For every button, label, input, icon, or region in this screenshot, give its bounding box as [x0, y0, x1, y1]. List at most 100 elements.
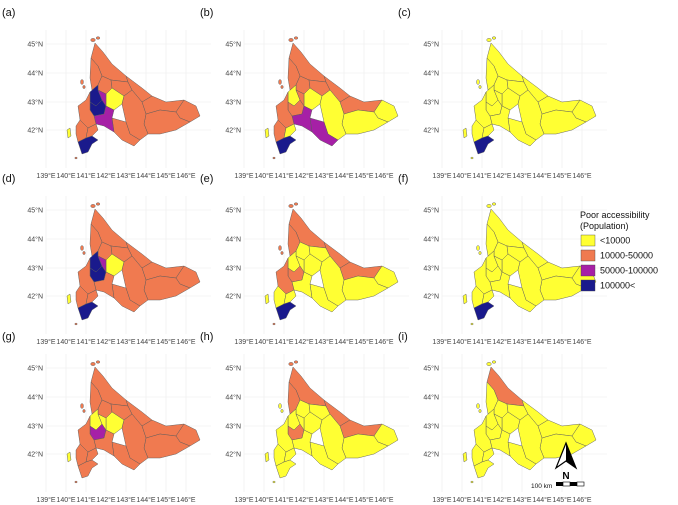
- islet: [74, 480, 78, 484]
- x-tick-label: 146°E: [374, 496, 393, 504]
- scale-bar: 100 km: [531, 481, 585, 490]
- map-panel: 139°E 140°E 141°E 142°E 143°E 144°E 145°E 146°E…: [2, 173, 211, 346]
- x-tick-label: 144°E: [136, 338, 155, 346]
- islet: [278, 79, 282, 85]
- x-tick-label: 142°E: [294, 496, 313, 504]
- map-panel: 139°E 140°E 141°E 142°E 143°E 144°E 145°E 146°E…: [2, 7, 211, 180]
- region-iburi: [93, 429, 115, 457]
- y-tick-label: 44°N: [225, 236, 241, 244]
- islet: [80, 245, 84, 251]
- y-tick-label: 42°N: [423, 127, 439, 135]
- panel-label: (h): [200, 331, 213, 343]
- scale-bar-segment: [576, 481, 585, 487]
- islet: [74, 322, 78, 326]
- region-iburi: [489, 429, 511, 457]
- x-tick-label: 142°E: [96, 338, 115, 346]
- x-tick-label: 140°E: [56, 496, 75, 504]
- y-tick-label: 42°N: [225, 127, 241, 135]
- islet: [293, 360, 299, 364]
- x-tick-label: 139°E: [234, 172, 253, 180]
- y-tick-label: 45°N: [225, 41, 241, 49]
- y-tick-label: 42°N: [225, 451, 241, 459]
- region-hidaka: [309, 283, 339, 313]
- y-tick-label: 44°N: [27, 236, 43, 244]
- x-tick-label: 144°E: [532, 172, 551, 180]
- panel-label: (e): [200, 173, 213, 185]
- islet: [478, 85, 482, 89]
- y-tick-label: 42°N: [27, 293, 43, 301]
- y-tick-label: 45°N: [27, 41, 43, 49]
- panel-label: (a): [2, 7, 15, 19]
- y-tick-label: 43°N: [423, 423, 439, 431]
- y-tick-label: 45°N: [27, 365, 43, 373]
- region-hidaka: [507, 117, 537, 147]
- region-hakodate: [77, 301, 99, 321]
- panel-label: (c): [398, 7, 411, 19]
- map-panel: 139°E 140°E 141°E 142°E 143°E 144°E 145°E 146°E…: [200, 331, 409, 504]
- legend-swatch-50000-100000: [580, 264, 596, 277]
- north-arrow-letter: N: [562, 471, 569, 482]
- legend: Poor accessibility (Population) <10000 1…: [580, 210, 658, 292]
- x-tick-label: 144°E: [334, 496, 353, 504]
- region-hakodate: [473, 301, 495, 321]
- islet: [491, 360, 497, 364]
- islet: [272, 156, 276, 160]
- x-tick-label: 140°E: [56, 172, 75, 180]
- y-tick-label: 45°N: [423, 41, 439, 49]
- y-tick-label: 44°N: [423, 70, 439, 78]
- map-panel: 139°E 140°E 141°E 142°E 143°E 144°E 145°E 146°E…: [398, 331, 607, 504]
- x-tick-label: 144°E: [532, 338, 551, 346]
- y-tick-label: 42°N: [27, 451, 43, 459]
- region-iburi: [291, 271, 313, 299]
- x-tick-label: 145°E: [354, 338, 373, 346]
- region-iburi: [93, 105, 115, 133]
- x-tick-label: 139°E: [432, 172, 451, 180]
- islet: [491, 202, 497, 206]
- x-tick-label: 142°E: [294, 172, 313, 180]
- region-hidaka: [111, 117, 141, 147]
- region-hidaka: [309, 117, 339, 147]
- region-okushiri: [462, 127, 468, 139]
- islet: [280, 85, 284, 89]
- y-tick-label: 43°N: [27, 423, 43, 431]
- x-tick-label: 146°E: [572, 172, 591, 180]
- x-tick-label: 141°E: [274, 496, 293, 504]
- islet: [491, 36, 497, 40]
- islet: [478, 251, 482, 255]
- region-hidaka: [507, 283, 537, 313]
- y-tick-label: 45°N: [423, 365, 439, 373]
- legend-title-line1: Poor accessibility: [580, 210, 650, 220]
- panel-label: (b): [200, 7, 213, 19]
- islet: [90, 362, 96, 366]
- islet: [272, 480, 276, 484]
- y-tick-label: 42°N: [423, 293, 439, 301]
- x-tick-label: 139°E: [432, 496, 451, 504]
- x-tick-label: 141°E: [274, 172, 293, 180]
- legend-label-under-10000: <10000: [600, 236, 630, 246]
- x-tick-label: 143°E: [512, 338, 531, 346]
- region-hakodate: [275, 135, 297, 155]
- map-panel: 139°E 140°E 141°E 142°E 143°E 144°E 145°E 146°E…: [2, 331, 211, 504]
- islet: [470, 322, 474, 326]
- region-okushiri: [66, 451, 72, 463]
- panel-label: (g): [2, 331, 15, 343]
- region-okushiri: [264, 293, 270, 305]
- region-hakodate: [473, 135, 495, 155]
- north-arrow-shade: [566, 443, 576, 468]
- legend-label-10000-50000: 10000-50000: [600, 251, 653, 261]
- x-tick-label: 141°E: [274, 338, 293, 346]
- islet: [486, 204, 492, 208]
- x-tick-label: 144°E: [334, 172, 353, 180]
- islet: [293, 202, 299, 206]
- y-tick-label: 42°N: [423, 451, 439, 459]
- x-tick-label: 143°E: [512, 172, 531, 180]
- islet: [288, 38, 294, 42]
- islet: [90, 38, 96, 42]
- y-tick-label: 45°N: [225, 207, 241, 215]
- x-tick-label: 144°E: [136, 496, 155, 504]
- islet: [80, 79, 84, 85]
- islet: [272, 322, 276, 326]
- islet: [278, 403, 282, 409]
- x-tick-label: 140°E: [452, 338, 471, 346]
